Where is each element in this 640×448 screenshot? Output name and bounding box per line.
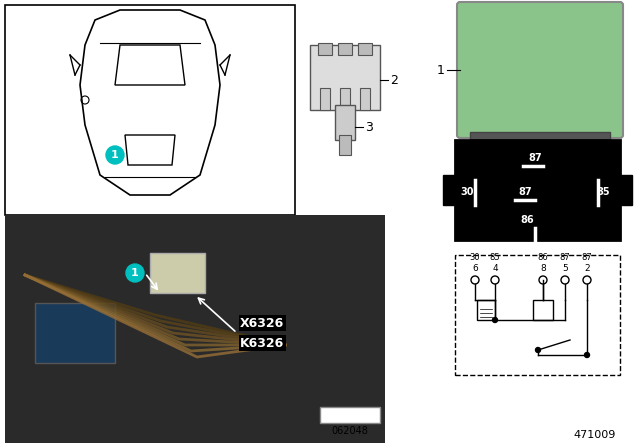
- Text: 86: 86: [538, 253, 548, 262]
- Text: 87: 87: [528, 153, 542, 163]
- Text: 86: 86: [520, 215, 534, 225]
- Bar: [360, 88, 370, 110]
- Text: 85: 85: [596, 187, 610, 197]
- FancyBboxPatch shape: [457, 2, 623, 138]
- Circle shape: [493, 318, 497, 323]
- Text: 2: 2: [584, 263, 590, 272]
- Bar: [578, 140, 588, 153]
- Text: 062048: 062048: [332, 426, 369, 436]
- Bar: [5, 215, 385, 443]
- Text: 87: 87: [582, 253, 593, 262]
- Bar: [339, 135, 351, 155]
- Bar: [482, 140, 492, 153]
- Text: 471009: 471009: [574, 430, 616, 440]
- Bar: [505, 140, 515, 153]
- Bar: [340, 88, 350, 110]
- Text: 2: 2: [390, 73, 398, 86]
- Bar: [555, 140, 565, 153]
- Text: 3: 3: [365, 121, 373, 134]
- Text: 1: 1: [131, 268, 139, 278]
- Bar: [5, 5, 295, 215]
- Text: 6: 6: [472, 263, 478, 272]
- Bar: [358, 43, 372, 55]
- Text: 30: 30: [460, 187, 474, 197]
- Text: 87: 87: [559, 253, 570, 262]
- Text: 87: 87: [518, 187, 532, 197]
- Bar: [477, 300, 495, 320]
- Bar: [318, 43, 332, 55]
- Bar: [455, 255, 620, 375]
- Bar: [310, 45, 380, 110]
- Text: X6326: X6326: [240, 316, 284, 329]
- Text: 5: 5: [562, 263, 568, 272]
- Circle shape: [126, 264, 144, 282]
- Circle shape: [106, 146, 124, 164]
- Bar: [335, 105, 355, 140]
- Bar: [320, 407, 380, 423]
- Bar: [338, 43, 352, 55]
- Text: 1: 1: [111, 150, 119, 160]
- Circle shape: [536, 348, 541, 353]
- Text: 1: 1: [437, 64, 445, 77]
- Text: 4: 4: [492, 263, 498, 272]
- Bar: [35, 303, 115, 363]
- Bar: [320, 88, 330, 110]
- Bar: [455, 140, 620, 240]
- Bar: [533, 300, 553, 320]
- Bar: [470, 132, 610, 140]
- Text: 30: 30: [470, 253, 480, 262]
- Bar: [150, 253, 205, 293]
- Bar: [620, 175, 632, 205]
- Text: 8: 8: [540, 263, 546, 272]
- Bar: [443, 175, 455, 205]
- Text: K6326: K6326: [240, 336, 284, 349]
- Text: 85: 85: [490, 253, 500, 262]
- Circle shape: [584, 353, 589, 358]
